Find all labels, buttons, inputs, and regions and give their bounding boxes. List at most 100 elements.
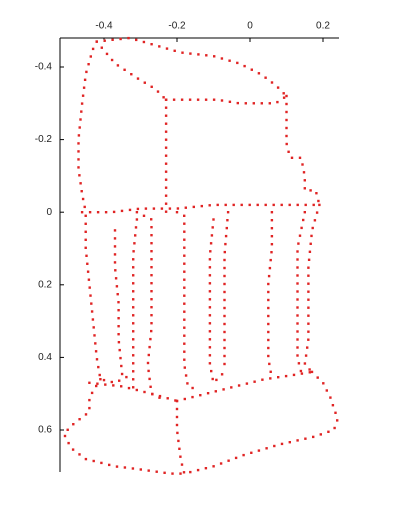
data-point (151, 392, 154, 396)
data-point (146, 361, 150, 365)
data-point (183, 286, 186, 289)
data-point (85, 70, 88, 74)
data-point (172, 98, 176, 101)
data-point (267, 330, 270, 334)
data-point (307, 322, 310, 325)
data-point (208, 290, 212, 293)
data-point (243, 64, 246, 68)
data-point (307, 306, 310, 309)
data-point (234, 456, 238, 460)
data-point (88, 211, 92, 214)
data-point (223, 250, 226, 254)
data-point (183, 334, 186, 337)
data-point (150, 290, 153, 293)
data-point (77, 158, 80, 161)
data-point (144, 207, 148, 210)
data-point (123, 68, 126, 71)
data-point (113, 245, 117, 248)
data-point (296, 306, 299, 309)
data-point (209, 242, 213, 245)
data-point (329, 396, 332, 399)
data-point (236, 101, 239, 105)
x-tick-label: 0.2 (316, 21, 330, 32)
data-point (120, 385, 123, 388)
data-point (277, 376, 280, 379)
data-point (132, 258, 135, 261)
data-point (204, 467, 208, 470)
data-point (267, 354, 270, 358)
data-point (95, 384, 98, 388)
data-point (130, 73, 133, 76)
data-point (77, 142, 80, 145)
data-point (212, 98, 216, 101)
data-point (191, 395, 194, 399)
data-point (67, 441, 70, 445)
data-point (222, 388, 225, 391)
data-points (63, 36, 339, 475)
data-point (228, 59, 231, 62)
data-point (270, 81, 274, 84)
data-point (149, 337, 152, 341)
data-point (260, 102, 263, 105)
data-point (135, 38, 138, 42)
data-point (315, 211, 319, 214)
data-point (285, 126, 288, 130)
data-point (92, 326, 95, 329)
data-point (148, 377, 151, 381)
data-point (272, 203, 275, 207)
data-point (183, 214, 186, 217)
data-point (204, 98, 208, 101)
data-point (311, 226, 314, 230)
y-tick-label: -0.4 (35, 62, 53, 73)
data-point (257, 449, 261, 452)
data-point (142, 214, 146, 217)
data-point (77, 150, 80, 153)
data-point (175, 423, 179, 427)
data-point (280, 203, 283, 207)
axes (59, 37, 339, 472)
data-point (208, 354, 212, 357)
data-point (192, 205, 195, 209)
data-point (223, 354, 226, 358)
data-point (223, 322, 226, 326)
data-point (86, 270, 90, 273)
data-point (150, 298, 153, 301)
data-point (184, 206, 187, 209)
data-point (150, 266, 153, 269)
data-point (269, 258, 272, 262)
data-point (117, 317, 120, 320)
data-point (113, 261, 117, 264)
data-point (269, 377, 272, 380)
data-point (303, 179, 306, 182)
data-point (150, 234, 153, 237)
data-point (296, 346, 299, 349)
data-point (325, 389, 328, 392)
data-point (83, 78, 87, 81)
data-point (184, 374, 188, 377)
data-point (307, 314, 310, 317)
data-point (216, 203, 219, 207)
data-point (296, 258, 299, 261)
data-point (267, 282, 270, 286)
data-point (301, 163, 304, 166)
data-point (127, 36, 130, 40)
data-point (268, 102, 271, 105)
data-point (257, 72, 261, 75)
data-point (252, 102, 255, 105)
data-point (285, 110, 288, 114)
data-point (208, 346, 212, 349)
data-point (210, 369, 213, 373)
data-point (189, 52, 192, 55)
data-point (196, 468, 200, 472)
data-point (164, 178, 168, 181)
data-point (307, 330, 310, 333)
x-tick-label: -0.4 (95, 21, 113, 32)
data-point (292, 373, 296, 377)
data-point (164, 138, 168, 141)
data-point (173, 49, 176, 52)
data-point (160, 207, 164, 210)
data-point (132, 250, 135, 253)
data-point (150, 218, 153, 221)
data-point (191, 386, 194, 390)
